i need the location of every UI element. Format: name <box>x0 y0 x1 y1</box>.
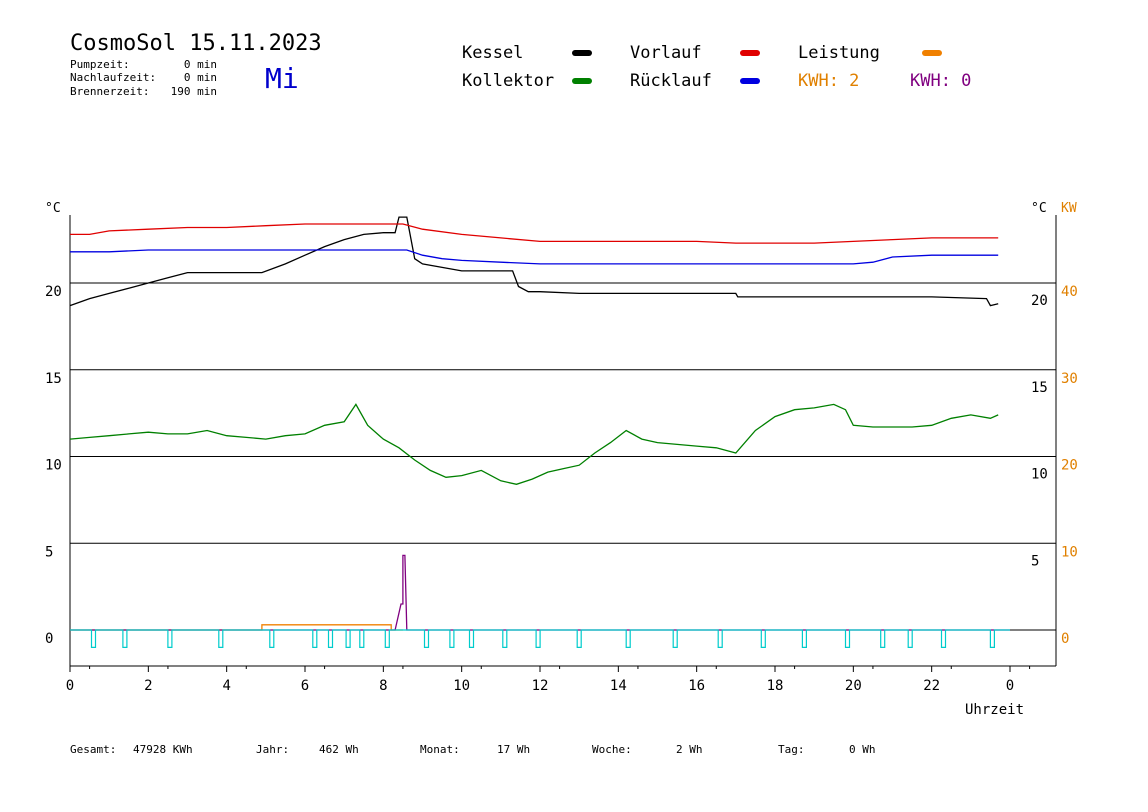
footer-value: 0 Wh <box>849 743 876 756</box>
x-tick-label: 0 <box>66 678 74 694</box>
y-tick-right-temp: 20 <box>1031 293 1048 309</box>
y-tick-left: 10 <box>45 458 62 474</box>
y-tick-right-temp: 5 <box>1031 553 1039 569</box>
y-unit-left: °C <box>45 201 61 216</box>
chart-title: CosmoSol 15.11.2023 <box>70 31 322 56</box>
footer-value: 2 Wh <box>676 743 703 756</box>
footer-label: Monat: <box>420 743 460 756</box>
y-tick-right-power: 20 <box>1061 458 1078 474</box>
x-axis-label: Uhrzeit <box>965 702 1024 718</box>
legend-label-kollektor: Kollektor <box>462 71 554 91</box>
series-line-1 <box>70 223 999 244</box>
stat-label: Pumpzeit: <box>70 58 130 71</box>
series-line-0 <box>69 216 999 307</box>
y-tick-right-temp: 15 <box>1031 380 1048 396</box>
y-tick-right-power: 40 <box>1061 284 1078 300</box>
x-tick-label: 16 <box>688 678 705 694</box>
series-line-4 <box>70 624 403 631</box>
x-tick-label: 20 <box>845 678 862 694</box>
footer-value: 17 Wh <box>497 743 530 756</box>
legend: Kessel Vorlauf Leistung Kollektor Rückla… <box>462 43 971 91</box>
axis-ticks: 0 5 10 15 20 5 10 15 20 0 10 20 30 40 0 2 4 6 8 10 12 14 16 18 2… <box>45 284 1078 694</box>
footer-label: Tag: <box>778 743 805 756</box>
stat-label: Nachlaufzeit: <box>70 71 156 84</box>
y-tick-left: 0 <box>45 631 53 647</box>
series-pulses-6 <box>70 629 1010 648</box>
y-unit-right-power: KW <box>1061 201 1077 216</box>
series-line-2 <box>70 249 999 265</box>
legend-swatch-kollektor <box>572 78 592 84</box>
x-tick-label: 4 <box>222 678 230 694</box>
grid <box>70 282 1056 631</box>
y-unit-right-temp: °C <box>1031 201 1047 216</box>
legend-label-ruecklauf: Rücklauf <box>630 71 712 91</box>
x-tick-label: 2 <box>144 678 152 694</box>
x-tick-label: 18 <box>767 678 784 694</box>
footer-label: Jahr: <box>256 743 289 756</box>
stat-value: 0 min <box>184 71 217 84</box>
y-tick-left: 20 <box>45 284 62 300</box>
y-tick-left: 5 <box>45 544 53 560</box>
header-stats: Pumpzeit: 0 min Nachlaufzeit: 0 min Bren… <box>70 58 217 98</box>
x-tick-label: 6 <box>301 678 309 694</box>
series-line-5 <box>70 554 1010 631</box>
footer-value: 462 Wh <box>319 743 359 756</box>
stat-label: Brennerzeit: <box>70 85 149 98</box>
series-line-3 <box>69 403 999 485</box>
legend-label-vorlauf: Vorlauf <box>630 43 702 63</box>
stat-value: 0 min <box>184 58 217 71</box>
footer-label: Gesamt: <box>70 743 116 756</box>
y-tick-right-temp: 10 <box>1031 467 1048 483</box>
legend-swatch-kessel <box>572 50 592 56</box>
series-group <box>69 216 1010 648</box>
x-tick-label: 10 <box>453 678 470 694</box>
y-tick-left: 15 <box>45 371 62 387</box>
legend-swatch-leistung <box>922 50 942 56</box>
footer-stats: Gesamt: 47928 KWh Jahr: 462 Wh Monat: 17… <box>70 743 876 756</box>
legend-label-kessel: Kessel <box>462 43 523 63</box>
kwh-label-leistung: KWH: 2 <box>798 71 859 91</box>
x-tick-label: 12 <box>532 678 549 694</box>
x-tick-label: 14 <box>610 678 627 694</box>
y-tick-right-power: 0 <box>1061 631 1069 647</box>
legend-swatch-vorlauf <box>740 50 760 56</box>
stat-value: 190 min <box>171 85 217 98</box>
footer-label: Woche: <box>592 743 632 756</box>
y-tick-right-power: 30 <box>1061 371 1078 387</box>
x-tick-label: 22 <box>923 678 940 694</box>
weekday-label: Mi <box>265 62 299 95</box>
x-tick-label: 0 <box>1006 678 1014 694</box>
legend-label-leistung: Leistung <box>798 43 880 63</box>
x-tick-label: 8 <box>379 678 387 694</box>
kwh-label-purple: KWH: 0 <box>910 71 971 91</box>
footer-value: 47928 KWh <box>133 743 193 756</box>
legend-swatch-ruecklauf <box>740 78 760 84</box>
y-tick-right-power: 10 <box>1061 544 1078 560</box>
